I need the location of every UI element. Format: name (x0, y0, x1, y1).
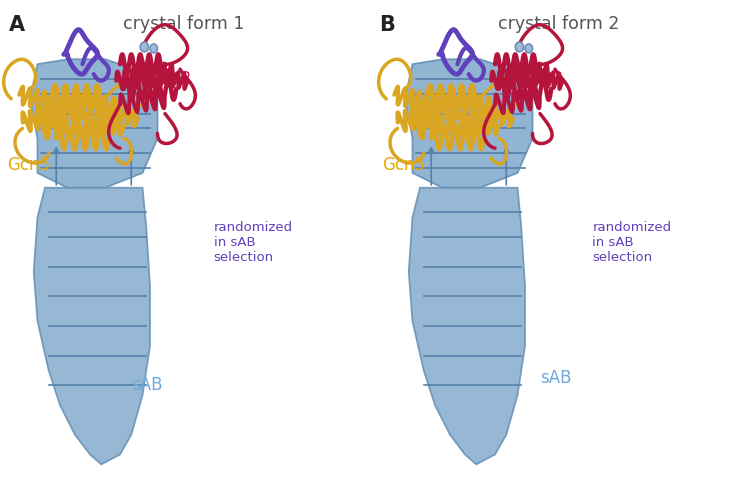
Ellipse shape (525, 44, 532, 53)
Text: sAB: sAB (131, 376, 163, 394)
Text: sAB: sAB (540, 369, 572, 387)
Ellipse shape (140, 42, 148, 52)
Ellipse shape (515, 42, 523, 52)
Text: Ada2: Ada2 (150, 70, 192, 88)
Polygon shape (34, 188, 150, 464)
Text: randomized
in sAB
selection: randomized in sAB selection (214, 220, 292, 264)
Polygon shape (409, 188, 525, 464)
Text: randomized
in sAB
selection: randomized in sAB selection (592, 220, 672, 264)
Text: crystal form 2: crystal form 2 (498, 15, 620, 33)
Text: crystal form 1: crystal form 1 (123, 15, 244, 33)
Polygon shape (30, 59, 158, 188)
Polygon shape (405, 59, 532, 188)
Text: B: B (379, 15, 394, 35)
Text: Ada2: Ada2 (521, 70, 564, 88)
Ellipse shape (150, 44, 158, 53)
Text: A: A (9, 15, 26, 35)
Text: Gcn5: Gcn5 (8, 157, 50, 174)
Text: Gcn5: Gcn5 (382, 157, 425, 174)
